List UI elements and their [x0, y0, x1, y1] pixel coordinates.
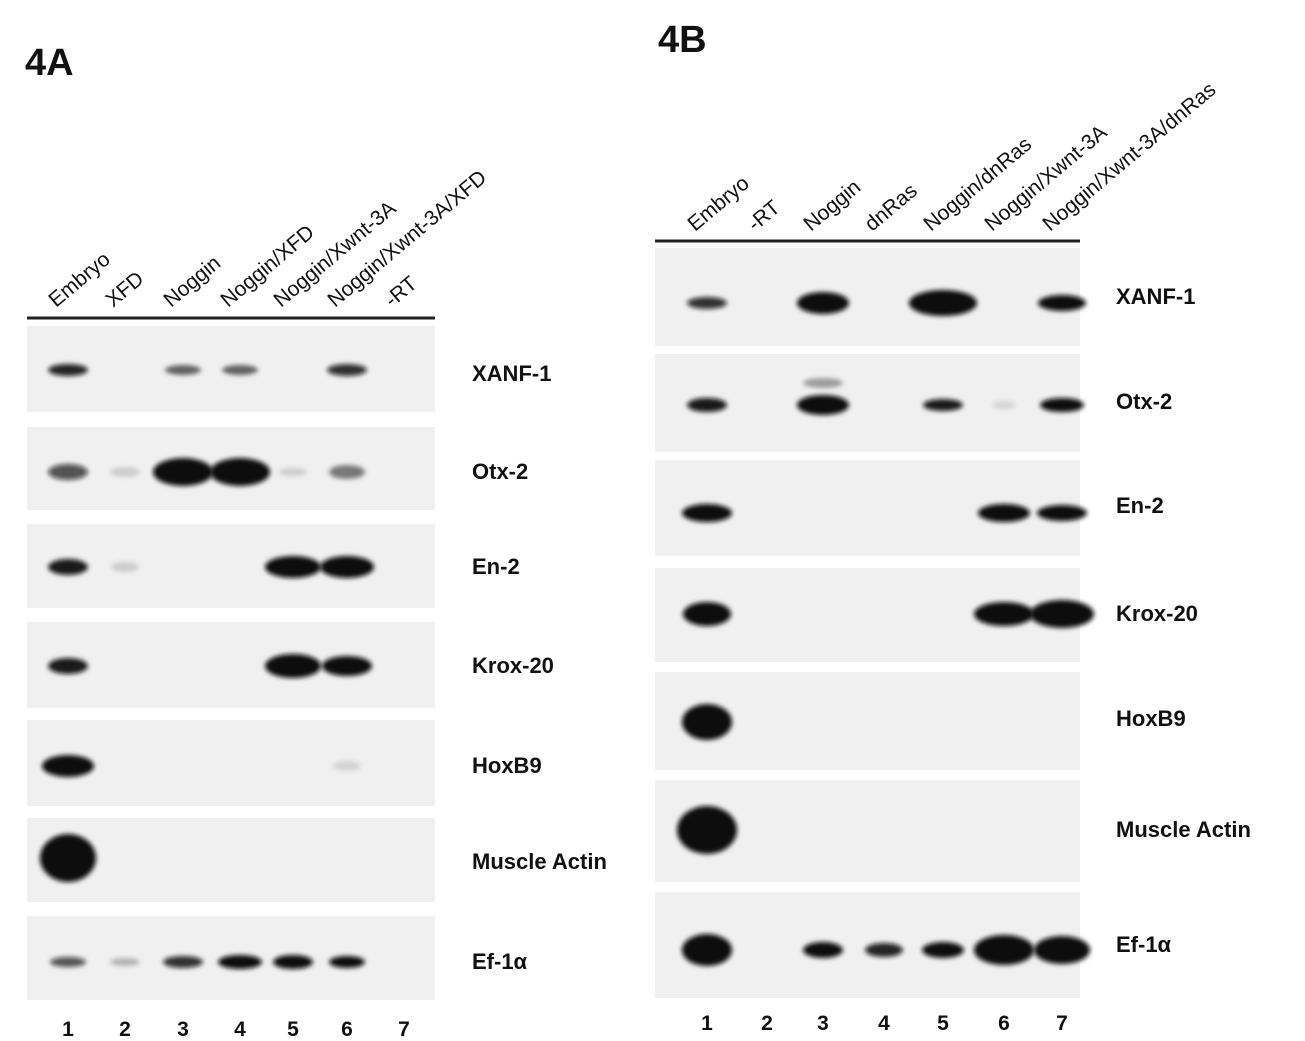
gene-label: Ef-1α	[472, 949, 528, 974]
band	[682, 504, 732, 522]
lane-number: 6	[998, 1012, 1010, 1035]
band	[797, 292, 849, 314]
band	[682, 704, 732, 740]
gene-label: Muscle Actin	[1116, 817, 1251, 842]
band	[320, 556, 374, 578]
gene-label: XANF-1	[472, 361, 551, 386]
band	[803, 942, 843, 958]
band	[111, 562, 139, 572]
gene-label: HoxB9	[472, 753, 542, 778]
panel-title: 4B	[658, 19, 707, 61]
lane-number: 3	[817, 1012, 829, 1035]
lane-number: 2	[761, 1012, 773, 1035]
band	[1030, 600, 1094, 628]
band	[40, 834, 96, 882]
band	[48, 559, 88, 575]
band	[677, 806, 737, 854]
band	[322, 656, 372, 676]
band	[327, 364, 367, 376]
gene-label: En-2	[1116, 493, 1164, 518]
band	[1038, 295, 1086, 311]
band	[992, 401, 1016, 409]
lane-number: 5	[287, 1018, 299, 1041]
lane-number: 6	[341, 1018, 353, 1041]
band	[329, 956, 365, 968]
lane-label: dnRas	[860, 179, 921, 236]
band	[865, 943, 903, 957]
lane-number: 1	[701, 1012, 713, 1035]
band	[923, 399, 963, 411]
blot	[27, 720, 435, 806]
band	[50, 957, 86, 967]
band	[48, 658, 88, 674]
band	[974, 935, 1034, 965]
lane-label: Embryo	[44, 248, 114, 312]
lane-label: Embryo	[683, 172, 753, 236]
band	[683, 602, 731, 626]
band	[1037, 505, 1087, 521]
lane-number: 7	[398, 1018, 410, 1041]
band	[797, 395, 849, 415]
band	[110, 958, 140, 966]
lane-label: Noggin/dnRas	[919, 133, 1036, 236]
band	[265, 556, 321, 578]
band	[687, 297, 727, 309]
gene-label: En-2	[472, 554, 520, 579]
band	[218, 955, 262, 969]
gene-label: Ef-1α	[1116, 932, 1172, 957]
lane-number: 5	[937, 1012, 949, 1035]
lane-number: 4	[234, 1018, 246, 1041]
gene-label: Otx-2	[1116, 389, 1172, 414]
lane-label: -RT	[380, 272, 421, 312]
band	[974, 602, 1034, 626]
blot	[27, 622, 435, 708]
lane-label: Noggin	[799, 175, 865, 235]
lane-label: XFD	[101, 267, 148, 312]
band	[210, 458, 270, 486]
blot	[655, 248, 1080, 346]
gene-label: Otx-2	[472, 459, 528, 484]
lane-label: Noggin	[159, 251, 225, 311]
band	[153, 458, 213, 486]
band	[48, 464, 88, 480]
band	[1040, 398, 1084, 412]
lane-label: -RT	[743, 196, 784, 236]
band	[48, 364, 88, 376]
lane-number: 2	[119, 1018, 131, 1041]
band	[687, 398, 727, 412]
band	[978, 504, 1030, 522]
lane-number: 3	[177, 1018, 189, 1041]
band	[1034, 936, 1090, 964]
gene-label: Krox-20	[1116, 601, 1198, 626]
lane-number: 4	[878, 1012, 890, 1035]
panel-title: 4A	[25, 42, 74, 84]
band	[165, 365, 201, 375]
band	[222, 365, 258, 375]
band	[329, 465, 365, 479]
band	[273, 955, 313, 969]
gene-label: Muscle Actin	[472, 849, 607, 874]
band	[279, 468, 307, 476]
gene-label: XANF-1	[1116, 284, 1195, 309]
band	[42, 755, 94, 777]
band	[922, 942, 964, 958]
lane-number: 7	[1056, 1012, 1068, 1035]
band	[682, 934, 732, 966]
band	[110, 467, 140, 477]
lane-number: 1	[62, 1018, 74, 1041]
gene-label: HoxB9	[1116, 706, 1186, 731]
band	[803, 378, 843, 388]
band	[333, 761, 361, 771]
band	[909, 290, 977, 316]
gene-label: Krox-20	[472, 653, 554, 678]
band	[265, 654, 321, 678]
band	[163, 956, 203, 968]
